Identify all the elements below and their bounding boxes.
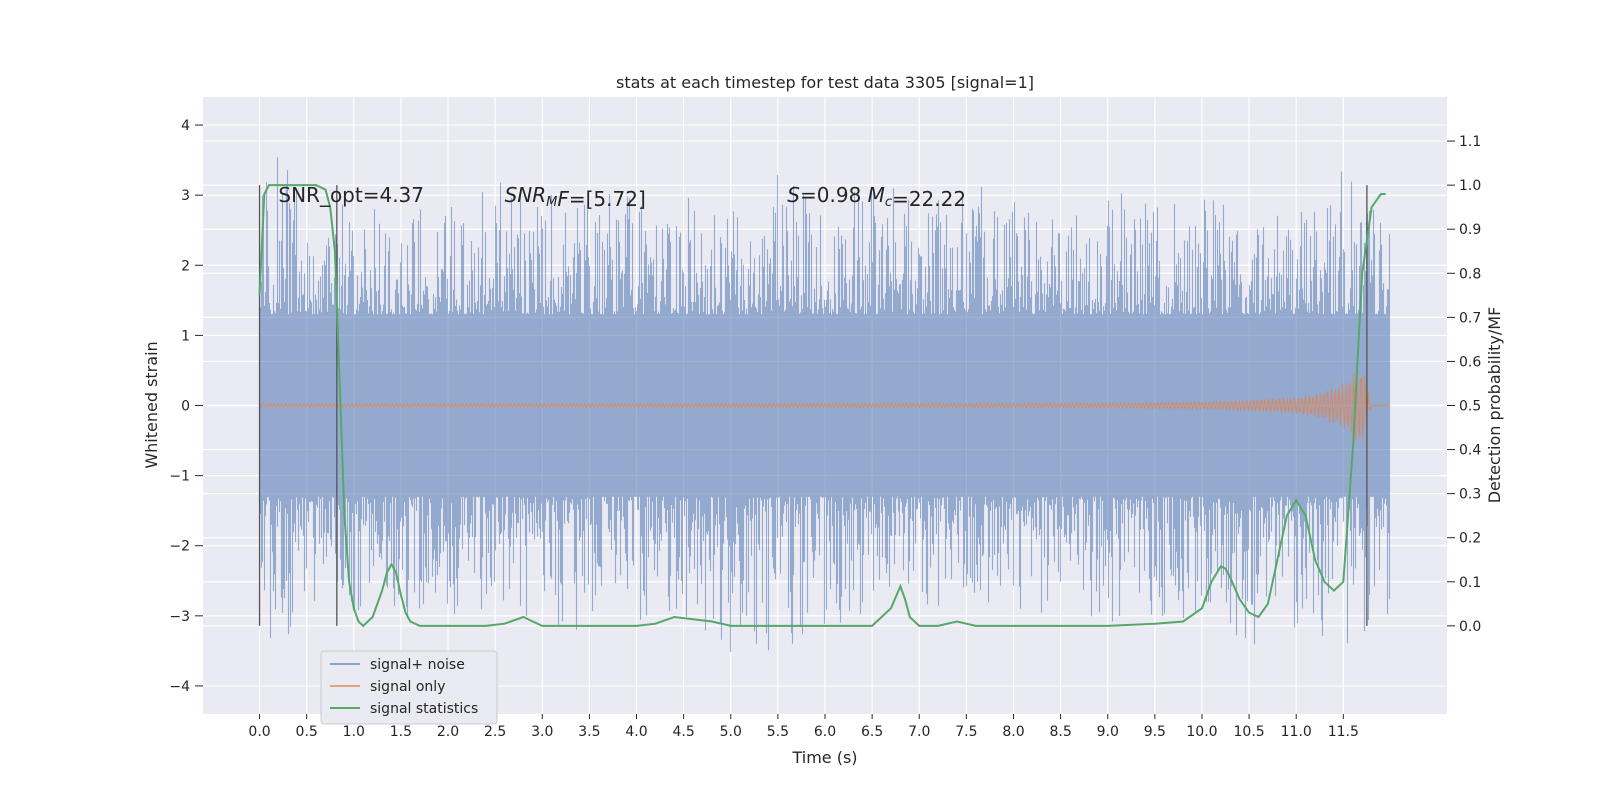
x-tick-label-14: 7.0 (908, 724, 930, 740)
legend-label-signal-only: signal only (370, 679, 445, 695)
y-tick-label-right-10: 1.0 (1459, 178, 1481, 194)
x-tick-label-4: 2.0 (437, 724, 459, 740)
y-tick-label-right-8: 0.8 (1459, 266, 1481, 282)
x-tick-label-3: 1.5 (390, 724, 412, 740)
x-tick-label-15: 7.5 (955, 724, 977, 740)
x-tick-label-12: 6.0 (814, 724, 836, 740)
y-tick-label-right-0: 0.0 (1459, 619, 1481, 635)
chart-title: stats at each timestep for test data 330… (616, 73, 1034, 92)
y-tick-label-right-5: 0.5 (1459, 399, 1481, 415)
signal-only-series (259, 370, 1390, 441)
y-tick-label-right-1: 0.1 (1459, 575, 1481, 591)
y-tick-label-right-3: 0.3 (1459, 487, 1481, 503)
annotation-1: SNRMF=[5.72] (505, 183, 646, 211)
annotations-layer: SNR_opt=4.37 SNRMF=[5.72] S=0.98 Mc=22.22 (278, 183, 966, 211)
legend: signal+ noise signal only signal statist… (320, 650, 498, 725)
axes-layer: 0.0 0.5 1.0 1.5 2.0 2.5 3.0 3.5 4.0 4.5 5.0 5.5 6.0 6… (169, 118, 1481, 740)
x-tick-label-21: 10.5 (1234, 724, 1265, 740)
y-axis-label-right: Detection probability/MF (1485, 307, 1504, 504)
x-tick-label-0: 0.0 (248, 724, 270, 740)
x-tick-label-22: 11.0 (1281, 724, 1312, 740)
x-tick-label-2: 1.0 (343, 724, 365, 740)
x-tick-label-8: 4.0 (625, 724, 647, 740)
y-tick-label-left-6: 2 (181, 258, 190, 274)
x-tick-label-7: 3.5 (578, 724, 600, 740)
y-tick-label-left-3: −1 (169, 469, 190, 485)
vertical-markers (258, 185, 1368, 626)
y-tick-label-right-2: 0.2 (1459, 531, 1481, 547)
x-tick-label-13: 6.5 (861, 724, 883, 740)
y-tick-label-left-4: 0 (181, 399, 190, 415)
x-tick-label-20: 10.0 (1186, 724, 1217, 740)
y-tick-label-right-6: 0.6 (1459, 354, 1481, 370)
signal-only-trace (259, 370, 1390, 441)
signal-statistics-trace (258, 184, 1386, 628)
x-tick-label-19: 9.5 (1144, 724, 1166, 740)
x-tick-label-18: 9.0 (1097, 724, 1119, 740)
x-tick-label-9: 4.5 (673, 724, 695, 740)
y-tick-label-left-0: −4 (169, 679, 190, 695)
y-tick-label-right-11: 1.1 (1459, 134, 1481, 150)
x-tick-label-23: 11.5 (1328, 724, 1359, 740)
x-tick-label-16: 8.0 (1002, 724, 1024, 740)
y-tick-label-left-1: −3 (169, 609, 190, 625)
y-tick-label-left-5: 1 (181, 328, 190, 344)
x-tick-label-11: 5.5 (767, 724, 789, 740)
y-tick-label-right-9: 0.9 (1459, 222, 1481, 238)
annotation-2: S=0.98 Mc=22.22 (787, 183, 966, 211)
y-axis-label-left: Whitened strain (142, 341, 161, 468)
legend-label-signal-statistics: signal statistics (370, 701, 478, 717)
legend-frame (320, 650, 498, 725)
x-tick-label-6: 3.0 (531, 724, 553, 740)
x-tick-label-10: 5.0 (720, 724, 742, 740)
x-axis-label: Time (s) (791, 748, 857, 767)
y-tick-label-left-8: 4 (181, 118, 190, 134)
annotation-0: SNR_opt=4.37 (278, 183, 424, 207)
y-tick-label-left-7: 3 (181, 188, 190, 204)
legend-label-signal-noise: signal+ noise (370, 657, 465, 673)
y-tick-label-right-7: 0.7 (1459, 310, 1481, 326)
signal-statistics-series (258, 184, 1386, 628)
x-tick-label-17: 8.5 (1049, 724, 1071, 740)
y-tick-label-left-2: −2 (169, 539, 190, 555)
x-tick-label-1: 0.5 (296, 724, 318, 740)
y-tick-label-right-4: 0.4 (1459, 443, 1481, 459)
x-tick-label-5: 2.5 (484, 724, 506, 740)
